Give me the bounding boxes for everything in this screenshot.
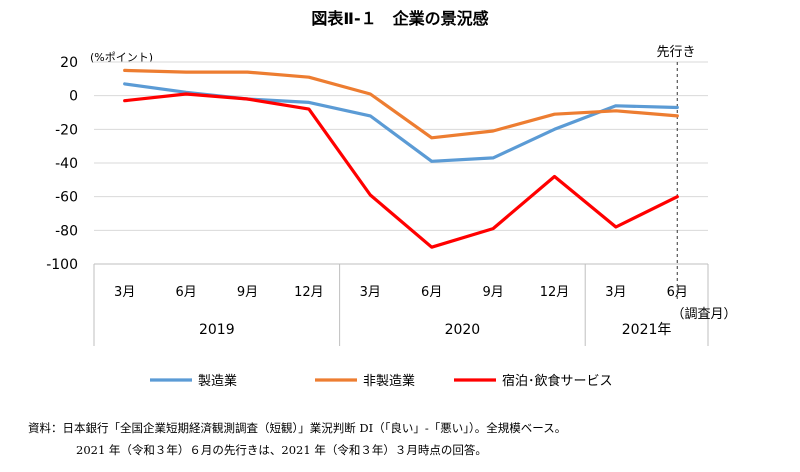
x-tick-label: 9月 [237, 285, 258, 300]
chart-title: 図表Ⅱ-１ 企業の景況感 [311, 9, 488, 28]
x-tick-label: 6月 [421, 285, 442, 300]
series-line [123, 92, 679, 249]
x-tick-label: 3月 [360, 285, 381, 300]
y-tick-label: -40 [55, 156, 78, 172]
x-tick-label: 6月 [175, 285, 196, 300]
survey-month-label: （調査月） [671, 307, 736, 322]
plot-area [123, 68, 679, 249]
x-tick-label: 3月 [114, 285, 135, 300]
legend: 製造業 非製造業 宿泊･飲食サービス [150, 373, 613, 389]
forecast-note: 2021 年（令和３年）６月の先行きは、2021 年（令和３年）３月時点の回答。 [76, 443, 487, 457]
x-tick-label: 9月 [482, 285, 503, 300]
y-tick-label: -80 [55, 223, 78, 239]
legend-label: 非製造業 [363, 373, 415, 389]
y-tick-label: 20 [60, 55, 78, 71]
series-line [123, 68, 679, 140]
year-label: 2019 [199, 322, 235, 338]
x-tick-label: 12月 [294, 285, 324, 300]
legend-label: 宿泊･飲食サービス [502, 373, 613, 389]
y-tick-label: 0 [69, 89, 78, 105]
forecast-label: 先行き [656, 45, 695, 60]
y-tick-label: -60 [55, 190, 78, 206]
gridlines [94, 61, 708, 231]
y-axis: 20 0 -20 -40 -60 -80 -100 [46, 55, 78, 273]
x-tick-label: 3月 [605, 285, 626, 300]
year-label: 2020 [445, 322, 481, 338]
y-tick-label: -20 [55, 122, 78, 138]
y-tick-label: -100 [46, 257, 78, 273]
x-tick-label: 12月 [540, 285, 570, 300]
source-note: 資料：日本銀行「全国企業短期経済観測調査（短観）」業況判断 DI（「良い」-「悪… [28, 421, 566, 435]
year-label: 2021年 [622, 322, 672, 338]
legend-label: 製造業 [198, 373, 237, 389]
unit-label: (%ポイント) [90, 51, 153, 64]
